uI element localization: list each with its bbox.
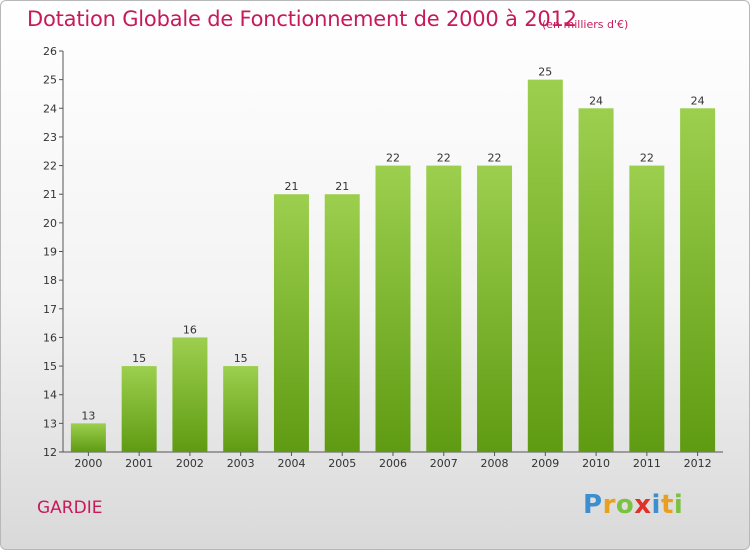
bar-value-label: 21 xyxy=(335,180,349,193)
x-tick-label: 2006 xyxy=(379,457,407,470)
bar xyxy=(578,108,614,453)
bar xyxy=(121,366,157,452)
bar xyxy=(273,194,309,452)
y-tick-label: 22 xyxy=(43,160,57,173)
bar xyxy=(426,165,462,453)
x-tick-label: 2005 xyxy=(328,457,356,470)
chart-unit: (en milliers d'€) xyxy=(542,18,629,31)
commune-name: GARDIE xyxy=(37,498,103,518)
logo-letter: o xyxy=(615,490,635,520)
bar-value-label: 16 xyxy=(183,323,197,336)
proxiti-logo[interactable]: Proxiti xyxy=(583,490,683,520)
bar-value-label: 21 xyxy=(284,180,298,193)
y-tick-label: 19 xyxy=(43,246,57,259)
x-tick-label: 2007 xyxy=(430,457,458,470)
x-tick-label: 2011 xyxy=(633,457,661,470)
bar-value-label: 15 xyxy=(132,352,146,365)
x-tick-label: 2001 xyxy=(125,457,153,470)
bar-value-label: 22 xyxy=(488,152,502,165)
logo-letter: i xyxy=(673,490,684,520)
logo-letter: i xyxy=(651,490,661,520)
logo-letter: P xyxy=(583,490,603,520)
y-tick-label: 25 xyxy=(43,74,57,87)
x-tick-label: 2008 xyxy=(481,457,509,470)
bar xyxy=(477,165,513,453)
x-tick-label: 2002 xyxy=(176,457,204,470)
y-tick-label: 26 xyxy=(43,45,57,58)
bar-value-label: 24 xyxy=(691,94,705,107)
bar xyxy=(680,108,716,453)
x-tick-label: 2003 xyxy=(227,457,255,470)
bar xyxy=(223,366,259,452)
x-tick-label: 2000 xyxy=(74,457,102,470)
x-tick-label: 2009 xyxy=(531,457,559,470)
y-tick-label: 21 xyxy=(43,188,57,201)
bar xyxy=(375,165,411,453)
x-tick-label: 2012 xyxy=(684,457,712,470)
y-tick-label: 12 xyxy=(43,446,57,459)
x-tick-label: 2004 xyxy=(277,457,305,470)
bar-value-label: 25 xyxy=(538,66,552,79)
bar xyxy=(629,165,665,453)
bar-value-label: 22 xyxy=(640,152,654,165)
y-tick-label: 18 xyxy=(43,274,57,287)
logo-letter: r xyxy=(602,490,616,520)
bar-value-label: 15 xyxy=(234,352,248,365)
bar xyxy=(324,194,360,452)
bar-value-label: 13 xyxy=(81,409,95,422)
y-tick-label: 20 xyxy=(43,217,57,230)
y-tick-label: 23 xyxy=(43,131,57,144)
bar xyxy=(172,337,208,452)
bar xyxy=(527,79,563,453)
y-tick-label: 24 xyxy=(43,102,57,115)
bar-value-label: 22 xyxy=(386,152,400,165)
chart-title: Dotation Globale de Fonctionnement de 20… xyxy=(27,7,577,31)
y-tick-label: 13 xyxy=(43,417,57,430)
logo-letter: t xyxy=(660,490,674,520)
bar xyxy=(70,423,106,452)
x-tick-label: 2010 xyxy=(582,457,610,470)
y-tick-label: 15 xyxy=(43,360,57,373)
logo-letter: x xyxy=(634,490,652,520)
y-tick-label: 14 xyxy=(43,389,57,402)
bar-value-label: 24 xyxy=(589,94,603,107)
y-tick-label: 17 xyxy=(43,303,57,316)
bar-value-label: 22 xyxy=(437,152,451,165)
y-tick-label: 16 xyxy=(43,331,57,344)
